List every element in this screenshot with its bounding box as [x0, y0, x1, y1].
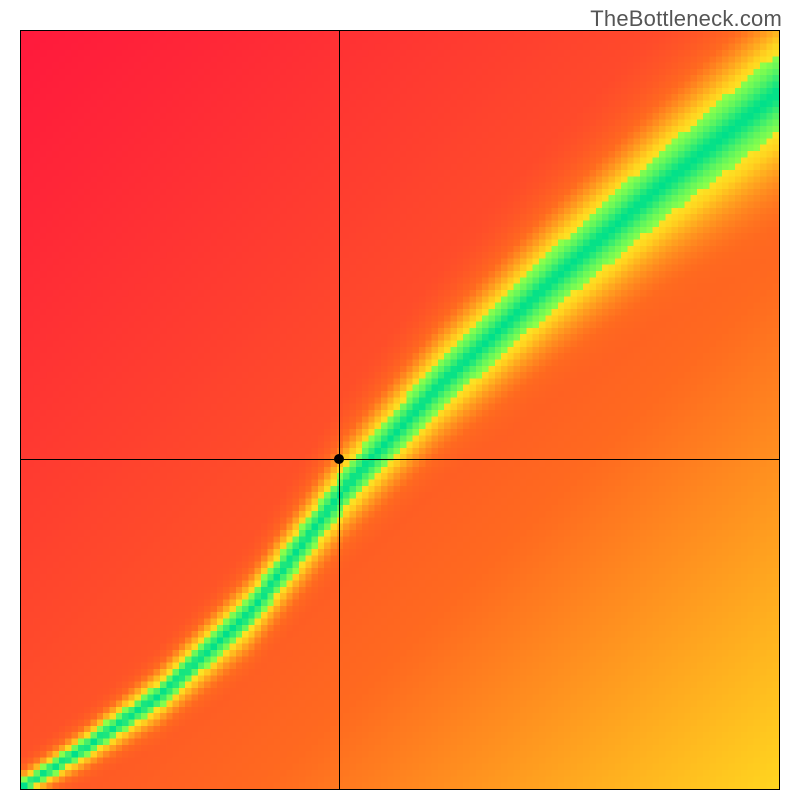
bottleneck-heatmap-plot [20, 30, 780, 790]
crosshair-vertical [339, 31, 340, 789]
crosshair-marker [334, 454, 344, 464]
crosshair-horizontal [21, 459, 779, 460]
watermark-text: TheBottleneck.com [590, 6, 782, 32]
heatmap-canvas [21, 31, 779, 789]
